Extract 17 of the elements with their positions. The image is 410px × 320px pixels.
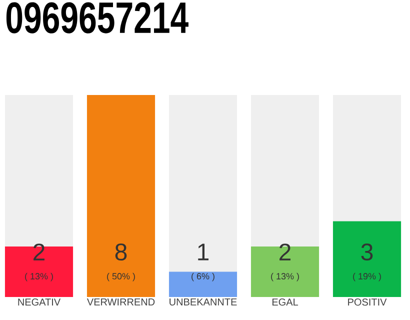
data-label: 1 — [198, 244, 208, 260]
data-label: 2 — [280, 244, 290, 260]
x-tick-label: VERWIRREND — [86, 298, 155, 306]
annotation: ( 13% ) — [25, 272, 53, 282]
data-label: 3 — [361, 243, 373, 260]
annotation: ( 13% ) — [271, 272, 299, 282]
annotation: ( 19% ) — [353, 272, 381, 282]
data-label: 2 — [34, 244, 44, 260]
bar — [168, 272, 238, 297]
x-tick-label: UNBEKANNTE — [170, 298, 237, 306]
annotation: ( 6% ) — [192, 272, 214, 282]
annotation: ( 50% ) — [107, 272, 135, 282]
x-tick-label: NEGATIV — [18, 298, 61, 306]
x-tick-label: EGAL — [272, 298, 298, 306]
data-label: 8 — [115, 243, 127, 260]
chart-title: 0969657214 — [6, 2, 188, 34]
x-tick-label: POSITIV — [348, 298, 387, 306]
